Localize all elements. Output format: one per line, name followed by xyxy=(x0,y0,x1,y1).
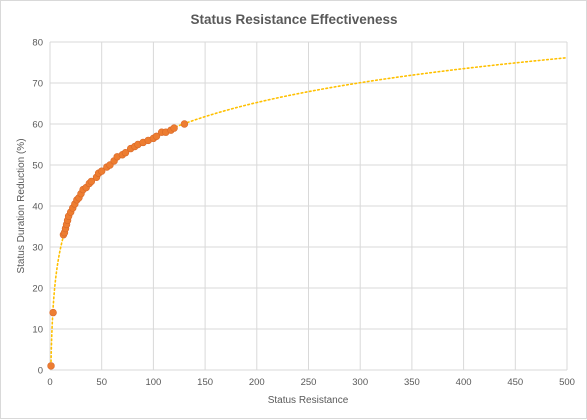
data-point xyxy=(152,132,161,141)
x-tick-label: 100 xyxy=(145,377,161,388)
data-point xyxy=(121,149,130,157)
data-point xyxy=(49,308,57,317)
y-tick-label: 10 xyxy=(32,325,43,336)
data-point xyxy=(47,362,55,370)
y-tick-label: 30 xyxy=(32,243,43,254)
data-point xyxy=(87,177,96,186)
x-tick-labels: 0 50 100 150 200 250 300 350 400 450 500 xyxy=(47,377,575,388)
x-tick-label: 150 xyxy=(197,377,213,388)
x-tick-label: 350 xyxy=(404,377,420,388)
x-tick-label: 400 xyxy=(456,377,472,388)
y-tick-label: 70 xyxy=(32,79,43,90)
trendline-group xyxy=(50,56,568,363)
gridlines xyxy=(49,41,568,371)
x-tick-label: 300 xyxy=(352,377,368,388)
data-point xyxy=(170,124,178,132)
chart-title: Status Resistance Effectiveness xyxy=(190,12,397,27)
x-tick-label: 50 xyxy=(96,377,107,388)
y-tick-label: 80 xyxy=(32,38,43,49)
y-tick-label: 50 xyxy=(32,161,43,172)
y-tick-label: 40 xyxy=(32,202,43,213)
data-point xyxy=(180,120,189,128)
x-tick-label: 500 xyxy=(559,377,575,388)
x-tick-label: 250 xyxy=(301,377,317,388)
y-tick-label: 0 xyxy=(38,366,43,377)
y-tick-labels: 0 10 20 30 40 50 60 70 80 xyxy=(32,38,43,377)
x-tick-label: 0 xyxy=(47,377,52,388)
y-axis-label: Status Duration Reduction (%) xyxy=(16,138,27,273)
y-tick-label: 60 xyxy=(32,120,43,131)
x-axis-label: Status Resistance xyxy=(268,395,349,406)
y-tick-label: 20 xyxy=(32,284,43,295)
x-tick-label: 450 xyxy=(507,377,523,388)
data-point xyxy=(97,167,106,175)
trendline xyxy=(50,56,568,363)
x-tick-label: 200 xyxy=(249,377,265,388)
data-points xyxy=(47,120,189,370)
